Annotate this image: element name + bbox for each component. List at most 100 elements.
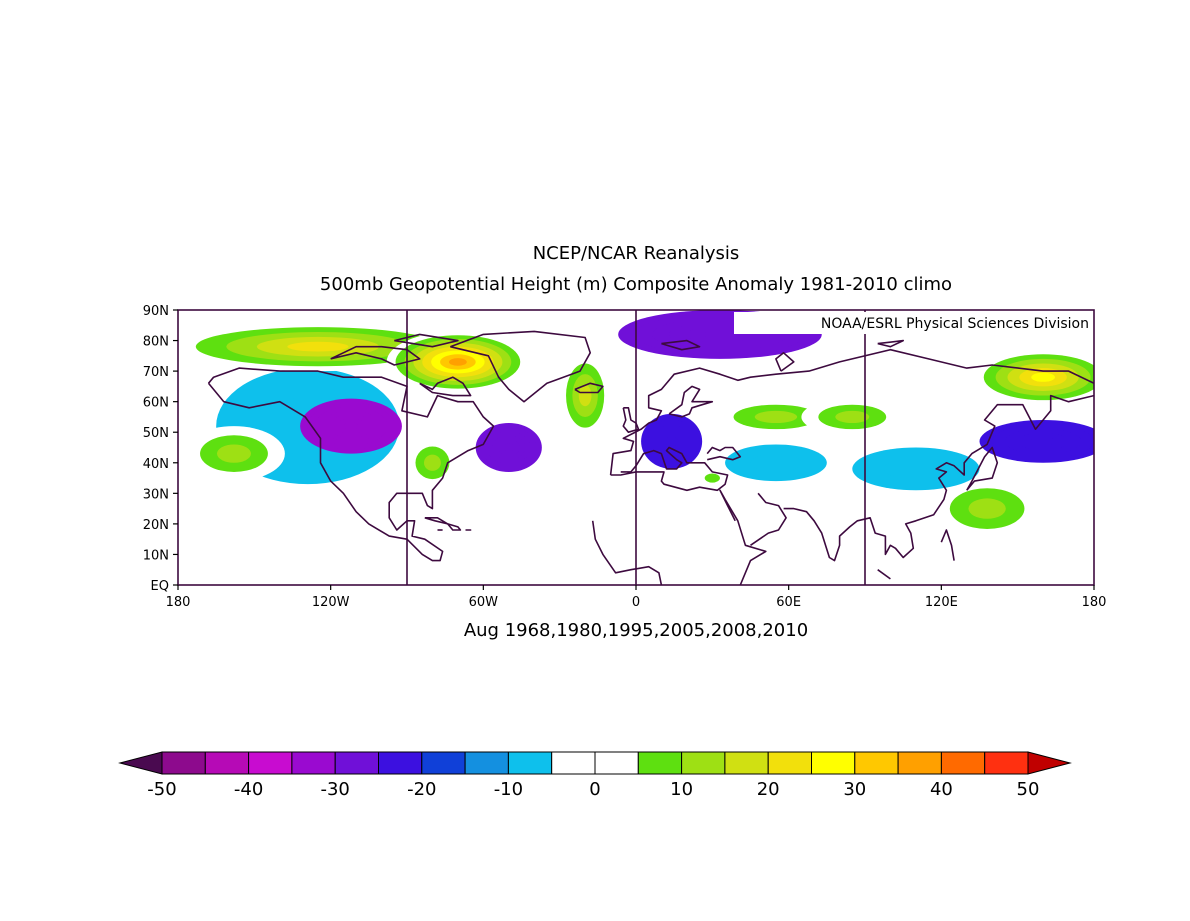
coastline <box>668 385 714 418</box>
coastline <box>419 376 472 397</box>
lat-tick-label: 90N <box>143 304 169 319</box>
anomaly-contour-band <box>578 384 592 407</box>
anomaly-contour-band <box>423 454 441 471</box>
anomaly-contour-band <box>448 358 467 366</box>
anomaly-contour-band <box>704 473 720 483</box>
map-panel: NOAA/ESRL Physical Sciences Division 90N… <box>143 304 1107 610</box>
colorbar-swatch <box>681 751 726 775</box>
coastline <box>877 339 905 348</box>
colorbar-swatch <box>594 751 639 775</box>
anomaly-contour-band <box>1031 372 1055 382</box>
coastline <box>966 446 999 491</box>
figure-title: NCEP/NCAR Reanalysis <box>533 243 740 264</box>
coastline <box>394 333 459 348</box>
colorbar-tick-label: 10 <box>670 779 693 800</box>
colorbar-swatch <box>204 751 250 775</box>
colorbar: -50 -40 -30 -20 -10 0 10 20 30 40 50 <box>118 751 1072 800</box>
coastline <box>447 523 462 531</box>
composite-caption: Aug 1968,1980,1995,2005,2008,2010 <box>464 620 808 641</box>
reference-meridians <box>406 310 866 585</box>
coastline <box>622 406 640 434</box>
anomaly-contour-band <box>343 422 359 431</box>
coastline <box>591 520 663 585</box>
anomaly-contour-band <box>968 498 1006 519</box>
anomaly-contour-band <box>750 453 802 472</box>
anomaly-contour-band <box>665 435 678 447</box>
lat-tick-label: 80N <box>143 335 169 350</box>
credit-box <box>734 312 1092 334</box>
lat-tick-label: EQ <box>151 579 169 594</box>
coastline <box>750 492 787 546</box>
lat-tick-label: 50N <box>143 426 169 441</box>
colorbar-tick-label: -10 <box>494 779 523 800</box>
lon-tick-label: 60W <box>469 595 499 610</box>
figure-subtitle: 500mb Geopotential Height (m) Composite … <box>320 274 952 295</box>
lat-tick-label: 20N <box>143 518 169 533</box>
coastline <box>574 382 604 394</box>
colorbar-swatch <box>854 751 899 775</box>
coastline <box>610 446 729 492</box>
colorbar-swatch <box>940 751 986 775</box>
coastline <box>877 569 891 580</box>
colorbar-swatch <box>637 751 683 775</box>
coastline <box>661 339 701 351</box>
credit-label: NOAA/ESRL Physical Sciences Division <box>821 316 1089 332</box>
colorbar-swatch <box>767 751 813 775</box>
colorbar-swatch <box>421 751 466 775</box>
colorbar-tick-label: 50 <box>1017 779 1040 800</box>
colorbar-tick-label: 30 <box>843 779 866 800</box>
lon-tick-label: 180 <box>1082 595 1107 610</box>
colorbar-under-arrow <box>118 751 163 775</box>
lon-tick-label: 60E <box>776 595 801 610</box>
lat-tick-label: 60N <box>143 396 169 411</box>
colorbar-tick-label: -50 <box>147 779 176 800</box>
lat-tick-label: 70N <box>143 365 169 380</box>
anomaly-contour-band <box>287 341 349 352</box>
colorbar-tick-label: 40 <box>930 779 953 800</box>
coastline <box>609 348 1094 476</box>
lon-tick-label: 120W <box>312 595 350 610</box>
coastline <box>940 529 955 561</box>
coastlines <box>207 330 1094 585</box>
latitude-axis: 90N 80N 70N 60N 50N 40N 30N 20N 10N EQ <box>143 304 178 594</box>
coastline <box>706 446 742 461</box>
colorbar-swatch <box>334 751 380 775</box>
coastline <box>450 330 592 403</box>
lat-tick-label: 30N <box>143 487 169 502</box>
colorbar-swatch <box>811 751 856 775</box>
colorbar-tick-label: -40 <box>234 779 263 800</box>
coastline <box>775 351 795 372</box>
coastline <box>719 489 736 522</box>
colorbar-swatch <box>464 751 509 775</box>
colorbar-swatch <box>291 751 336 775</box>
colorbar-swatch <box>897 751 942 775</box>
lat-tick-label: 10N <box>143 548 169 563</box>
lon-tick-label: 120E <box>925 595 958 610</box>
colorbar-swatch <box>378 751 423 775</box>
colorbar-over-arrow <box>1027 751 1072 775</box>
colorbar-tick-label: -20 <box>407 779 436 800</box>
coastline <box>783 394 1094 562</box>
lat-tick-label: 40N <box>143 457 169 472</box>
anomaly-contour-band <box>217 444 251 463</box>
colorbar-swatch <box>551 751 596 775</box>
colorbar-swatch <box>161 751 206 775</box>
coastline <box>724 498 767 585</box>
colorbar-tick-label: 0 <box>589 779 600 800</box>
coastline <box>207 367 495 562</box>
anomaly-contour-band <box>1030 437 1056 446</box>
longitude-axis: 180 120W 60W 0 60E 120E 180 <box>166 585 1107 610</box>
colorbar-tick-label: -30 <box>320 779 349 800</box>
anomaly-contour-band <box>703 330 737 339</box>
colorbar-swatch <box>248 751 293 775</box>
colorbar-tick-label: 20 <box>757 779 780 800</box>
colorbar-swatch <box>507 751 553 775</box>
coastline <box>330 345 421 366</box>
lon-tick-label: 180 <box>166 595 191 610</box>
lon-tick-label: 0 <box>632 595 640 610</box>
colorbar-swatch <box>724 751 769 775</box>
anomaly-contour-band <box>835 410 870 424</box>
anomaly-contour-band <box>503 443 515 452</box>
anomaly-contour-band <box>754 410 798 424</box>
